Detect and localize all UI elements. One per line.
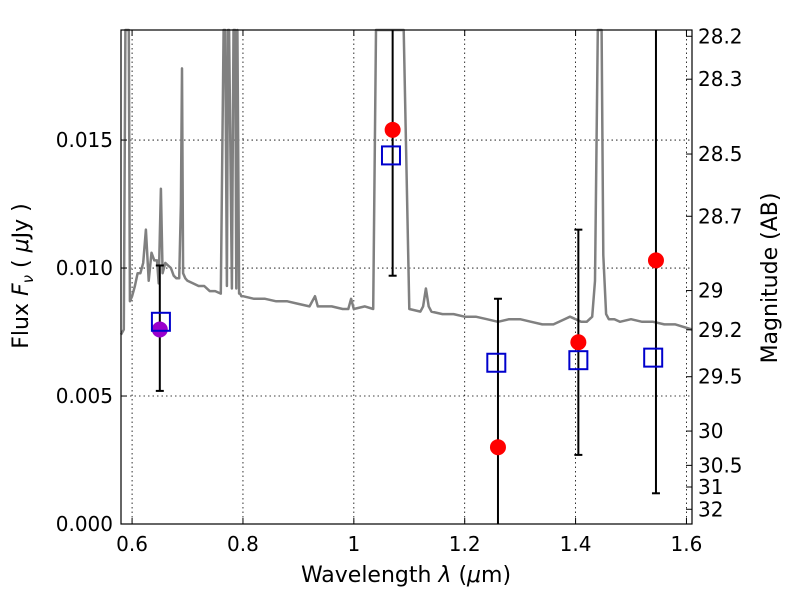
y2-tick-label: 29.2 (698, 318, 743, 342)
x-tick-label: 0.8 (227, 532, 259, 556)
y-axis-label: Flux Fν ( μJy ) (9, 203, 37, 348)
x-axis-label: Wavelength λ (μm) (301, 563, 511, 588)
observed-point (384, 121, 401, 138)
grid-layer (121, 30, 692, 525)
model-photometry-point (486, 352, 507, 373)
y2-tick-label: 28.7 (698, 204, 743, 228)
observed-point (151, 321, 168, 338)
model-photometry-point (380, 145, 401, 166)
observed-point (489, 439, 506, 456)
y-tick-label: 0.000 (56, 512, 113, 536)
y2-tick-label: 30 (698, 419, 723, 443)
y2-tick-label: 30.5 (698, 453, 743, 477)
x-tick-label: 1.6 (671, 532, 703, 556)
x-tick-label: 1.2 (449, 532, 481, 556)
marker-layer (150, 121, 664, 456)
y2-tick-label: 32 (698, 497, 723, 521)
y2-axis-label: Magnitude (AB) (758, 193, 783, 364)
model-spectrum-line (119, 28, 693, 336)
y-tick-label: 0.015 (56, 128, 113, 152)
model-photometry-point (150, 311, 171, 332)
x-tick-label: 1 (347, 532, 360, 556)
y-tick-label: 0.010 (56, 256, 113, 280)
y2-tick-label: 28.2 (698, 24, 743, 48)
y2-tick-label: 28.5 (698, 142, 743, 166)
y2-tick-label: 29 (698, 279, 723, 303)
plot-frame (120, 29, 693, 525)
y2-tick-label: 31 (698, 475, 723, 499)
observed-point (647, 252, 664, 269)
y2-tick-label: 28.3 (698, 67, 743, 91)
model-photometry-point (643, 347, 664, 368)
observed-point (570, 334, 587, 351)
x-tick-label: 1.4 (560, 532, 592, 556)
x-tick-label: 0.6 (116, 532, 148, 556)
model-photometry-point (568, 350, 589, 371)
tick-layer: 0.6 0.8 1 1.2 1.4 1.6 0.000 0.005 0.010 0.015 28.2… (56, 24, 743, 556)
y2-tick-label: 29.5 (698, 365, 743, 389)
y-tick-label: 0.005 (56, 384, 113, 408)
